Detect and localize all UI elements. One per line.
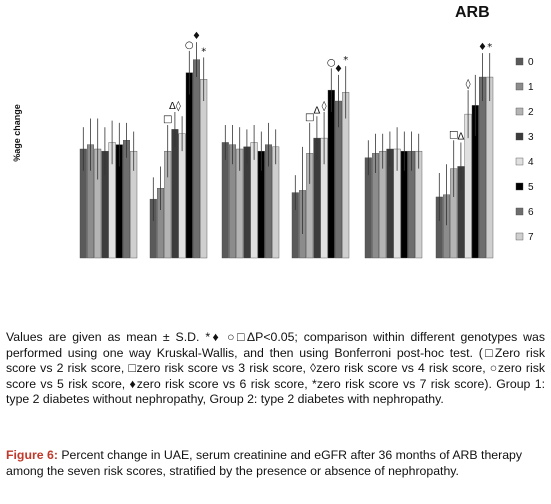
bar <box>185 72 193 259</box>
legend-swatch <box>515 207 524 216</box>
bar <box>192 59 200 259</box>
significance-marker: ◊ <box>322 100 327 112</box>
legend-label: 5 <box>528 182 534 193</box>
figure-caption-text: Percent change in UAE, serum creatinine … <box>6 448 523 478</box>
significance-marker: Δ <box>457 131 464 142</box>
bar <box>200 79 208 259</box>
significance-marker: Δ◊ <box>169 100 181 112</box>
legend-label: 7 <box>528 232 534 243</box>
significance-marker: ♦ <box>478 42 487 53</box>
significance-marker: ◊ <box>466 78 471 90</box>
legend-label: 3 <box>528 132 534 143</box>
legend-swatch <box>515 82 524 91</box>
significance-marker: Δ <box>313 105 320 116</box>
significance-marker: ○ <box>327 57 336 68</box>
legend-label: 6 <box>528 207 534 218</box>
significance-marker: ♦ <box>334 64 343 75</box>
bar <box>327 89 335 259</box>
chart-title: ARB <box>455 4 490 21</box>
bar <box>171 129 179 259</box>
legend-swatch <box>515 182 524 191</box>
legend-swatch <box>515 57 524 66</box>
legend-swatch <box>515 107 524 116</box>
significance-marker: □ <box>163 114 172 125</box>
significance-marker: * <box>201 46 206 57</box>
significance-marker: ♦ <box>192 31 201 42</box>
legend-label: 2 <box>528 107 534 118</box>
figure-label: Figure 6: <box>6 448 58 462</box>
y-axis-label: %age change <box>11 104 22 162</box>
bar <box>178 133 186 259</box>
bar <box>122 140 130 259</box>
footnote-text: Values are given as mean ± S.D. *♦ ○□ΔP<… <box>6 330 545 406</box>
legend-swatch <box>515 232 524 241</box>
figure-caption: Figure 6: Percent change in UAE, serum c… <box>6 448 545 479</box>
bar <box>486 76 494 259</box>
legend-swatch <box>515 157 524 166</box>
legend-label: 4 <box>528 157 534 168</box>
legend-swatch <box>515 132 524 141</box>
legend-label: 0 <box>528 57 534 68</box>
significance-marker: * <box>343 55 348 66</box>
bar <box>479 76 487 259</box>
legend-label: 1 <box>528 82 534 93</box>
significance-marker: □ <box>305 112 314 123</box>
significance-marker: □ <box>449 129 458 140</box>
significance-marker: ○ <box>185 40 194 51</box>
significance-marker: * <box>487 42 492 53</box>
